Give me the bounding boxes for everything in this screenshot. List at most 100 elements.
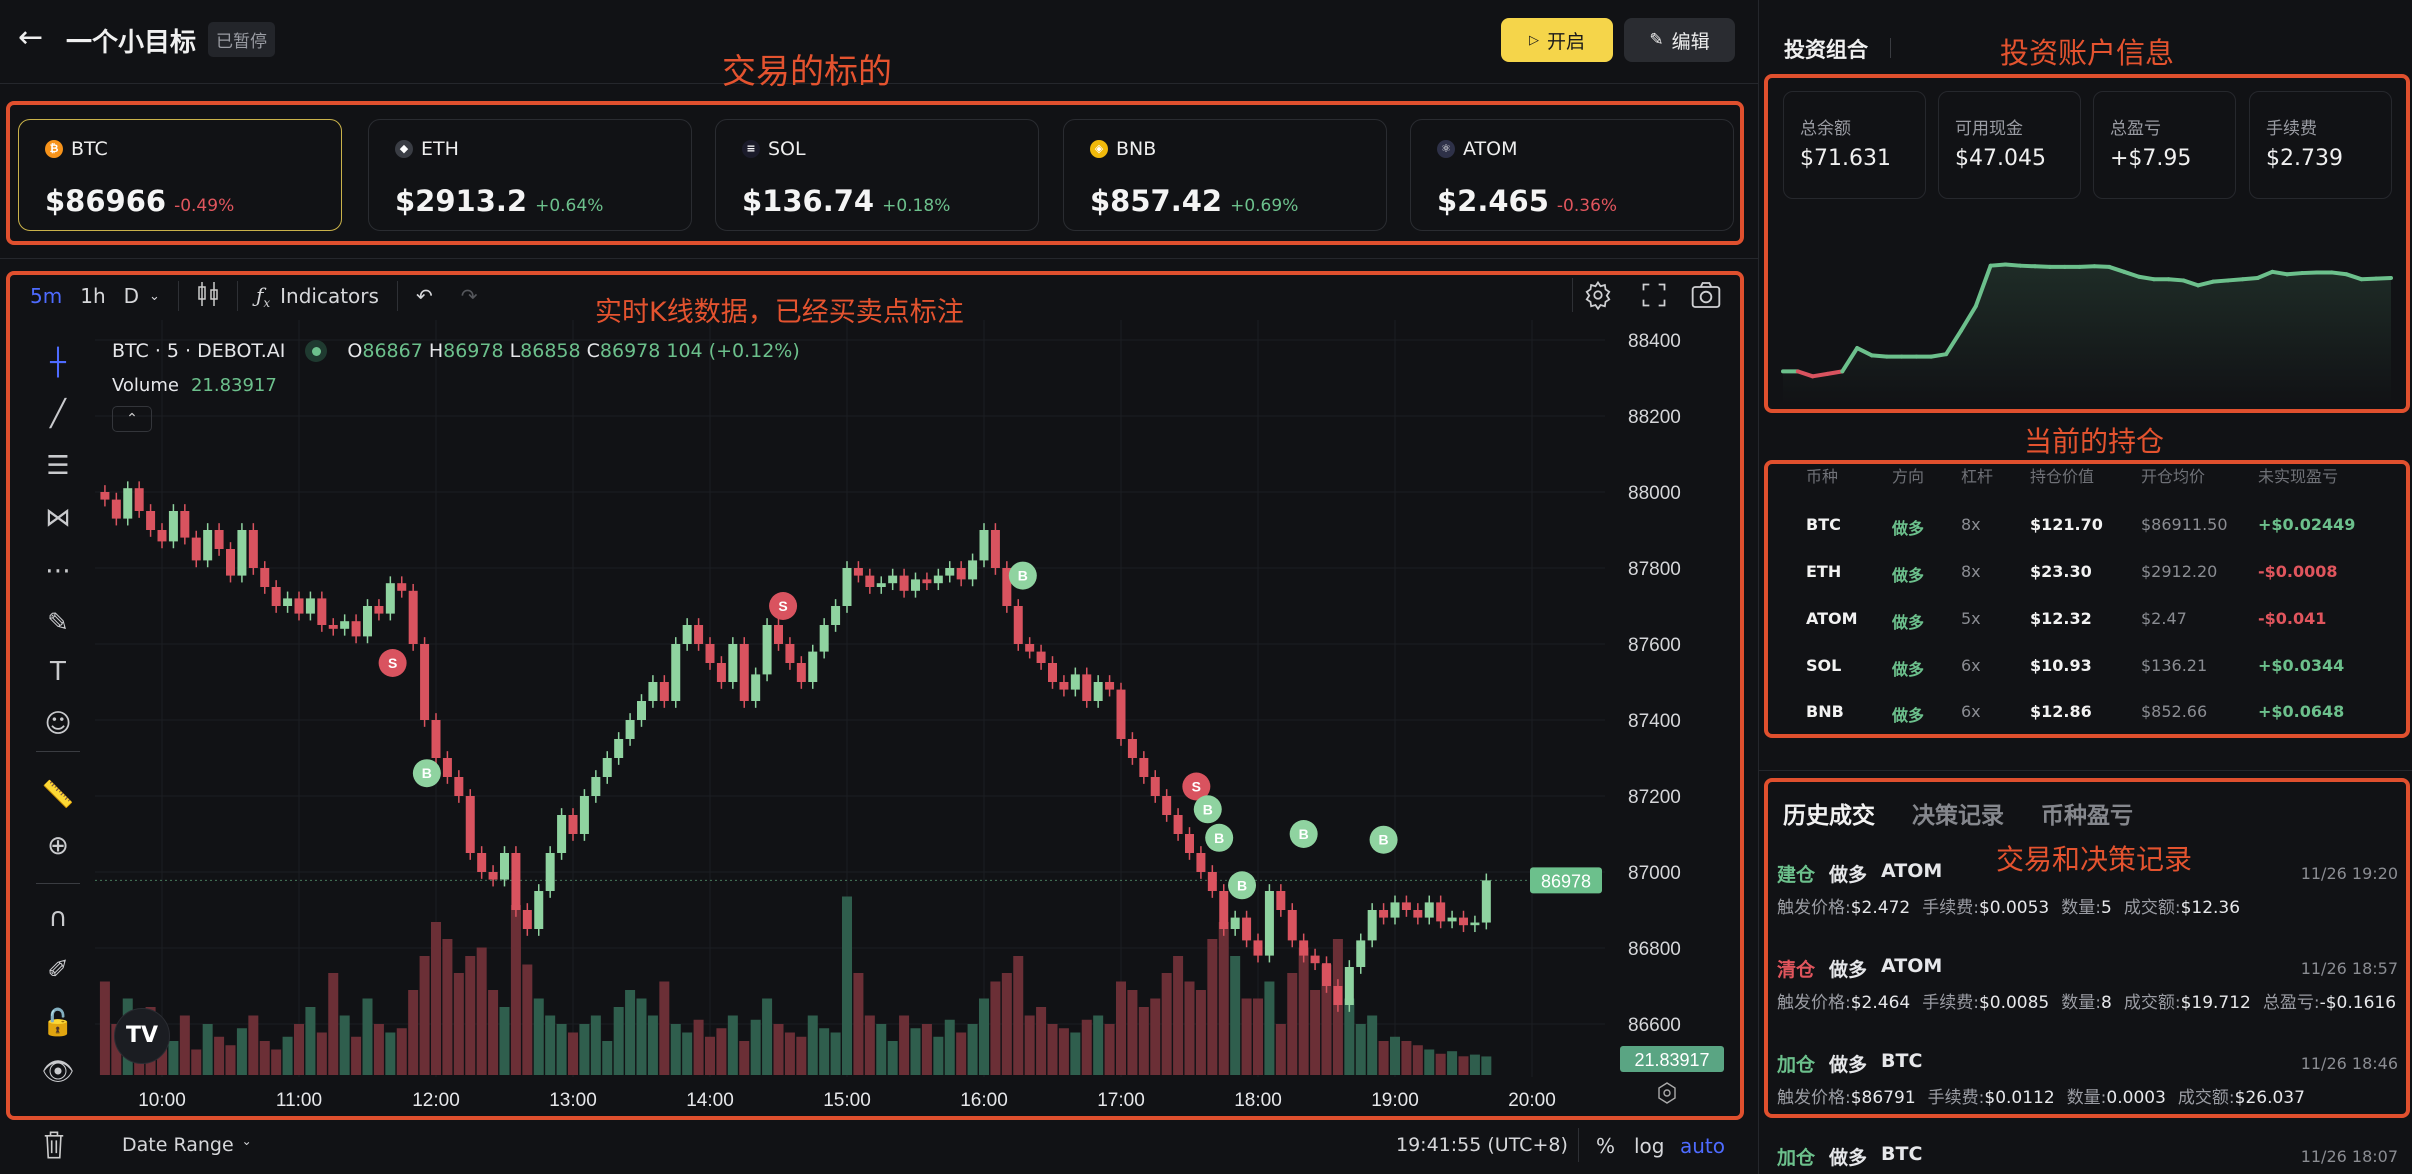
record-coin: BTC (1881, 1050, 1923, 1072)
record-action: 建仓 (1777, 864, 1816, 886)
lock-drawing-icon[interactable]: ✐ (47, 955, 69, 985)
svg-text:B: B (1214, 830, 1224, 846)
candlestick-type-icon[interactable] (197, 280, 219, 313)
cell-coin: BTC (1806, 515, 1841, 534)
eye-icon[interactable]: 👁 (41, 1057, 75, 1087)
horizontal-lines-icon[interactable]: ☰ (46, 451, 70, 481)
text-icon[interactable]: T (50, 657, 66, 687)
equity-segment (2107, 264, 2127, 274)
record-action: 加仓 (1777, 1147, 1816, 1169)
indicators-button[interactable]: ƒx Indicators (256, 283, 379, 310)
divider (1578, 1128, 1579, 1162)
pattern-icon[interactable]: ⋈ (45, 503, 71, 533)
candle-body (1036, 651, 1046, 663)
detail-item: 手续费:$0.0085 (1922, 993, 2050, 1013)
candle-body (659, 682, 669, 701)
cell-leverage: 5x (1961, 609, 1981, 628)
log-scale-toggle[interactable]: log (1634, 1134, 1665, 1158)
clock-timezone[interactable]: 19:41:55 (UTC+8) (1396, 1134, 1568, 1156)
zoom-in-icon[interactable]: ⊕ (47, 831, 69, 861)
percent-scale-toggle[interactable]: % (1596, 1134, 1616, 1158)
ticker-card-btc[interactable]: ₿ BTC $86966 -0.49% (18, 119, 342, 231)
edit-button[interactable]: ✎ 编辑 (1624, 18, 1735, 62)
redo-icon[interactable]: ↷ (460, 284, 478, 308)
record-action: 清仓 (1777, 959, 1816, 981)
time-tick-label: 18:00 (1234, 1090, 1282, 1111)
candle-body (500, 853, 509, 880)
play-icon: ▷ (1528, 32, 1539, 48)
start-button[interactable]: ▷ 开启 (1501, 18, 1613, 62)
record-time: 11/26 18:57 (2300, 959, 2398, 978)
candle-body (1002, 568, 1012, 606)
tab-1[interactable]: 决策记录 (1912, 803, 2004, 829)
price-change: -0.49% (174, 196, 235, 216)
chevron-down-icon[interactable]: ⌄ (149, 288, 160, 304)
tradingview-logo-icon[interactable]: TV (114, 1008, 170, 1064)
candle-body (100, 492, 110, 500)
candle-body (465, 796, 475, 853)
tab-2[interactable]: 币种盈亏 (2041, 803, 2133, 829)
volume-bar (99, 981, 110, 1075)
equity-segment (2285, 271, 2305, 277)
stat-card: 总余额 $71.631 (1783, 91, 1926, 199)
back-arrow-icon[interactable]: ← (18, 20, 44, 55)
tab-0[interactable]: 历史成交 (1783, 803, 1875, 829)
auto-scale-toggle[interactable]: auto (1680, 1134, 1726, 1158)
record-side: 做多 (1829, 1054, 1868, 1076)
fullscreen-icon[interactable] (1640, 281, 1668, 313)
time-axis-settings-icon[interactable] (1655, 1081, 1679, 1109)
ticker-card-sol[interactable]: ≡ SOL $136.74 +0.18% (715, 119, 1039, 231)
volume-bar (887, 1041, 898, 1075)
emoji-icon[interactable]: ☺ (44, 709, 72, 739)
equity-segment (2018, 263, 2038, 269)
equity-segment (1944, 328, 1963, 357)
equity-segment (2344, 272, 2364, 282)
date-range-dropdown[interactable]: Date Range ⌄ (122, 1134, 252, 1156)
interval-1h[interactable]: 1h (80, 284, 106, 308)
candle-body (796, 663, 806, 682)
candle-body (157, 530, 167, 542)
cell-pnl: +$0.0648 (2258, 702, 2345, 721)
volume-legend: Volume 21.83917 (112, 375, 277, 396)
collapse-legend-chevron-up-icon[interactable]: ⌃ (112, 406, 152, 432)
interval-d[interactable]: D (123, 284, 140, 308)
volume-bar (830, 1032, 841, 1075)
annotation-label-account: 投资账户信息 (2000, 36, 2175, 70)
fib-icon[interactable]: ⋯ (45, 556, 71, 586)
interval-5m[interactable]: 5m (30, 284, 63, 308)
cell-side: 做多 (1892, 566, 1925, 585)
candle-body (979, 530, 989, 561)
crosshair-icon[interactable]: ┼ (50, 348, 66, 378)
trash-icon[interactable] (42, 1130, 66, 1164)
camera-icon[interactable] (1690, 280, 1722, 314)
ticker-card-bnb[interactable]: ◈ BNB $857.42 +0.69% (1063, 119, 1387, 231)
volume-bar (1447, 1051, 1458, 1075)
equity-segment (1795, 369, 1815, 379)
candlestick-chart[interactable]: 88400 88200 88000 87800 87600 87400 87200 87000… (0, 0, 1758, 1174)
ticker-card-eth[interactable]: ◆ ETH $2913.2 +0.64% (368, 119, 692, 231)
divider (0, 258, 1758, 259)
lock-icon[interactable]: 🔓 (41, 1008, 75, 1038)
ticker-price: $86966 -0.49% (45, 184, 234, 218)
ruler-icon[interactable]: 📏 (41, 780, 75, 810)
ticker-card-atom[interactable]: ⚛ ATOM $2.465 -0.36% (1410, 119, 1734, 231)
symbol-label: BNB (1116, 138, 1157, 160)
settings-gear-icon[interactable] (1583, 280, 1613, 314)
svg-text:B: B (1018, 568, 1028, 584)
undo-icon[interactable]: ↶ (415, 284, 433, 308)
volume-bar (316, 1032, 327, 1075)
legend-open: O86867 (347, 340, 423, 362)
volume-bar (876, 1024, 887, 1075)
equity-segment (1958, 304, 1978, 333)
volume-bar (979, 998, 989, 1075)
magnet-icon[interactable]: ∩ (48, 903, 68, 933)
equity-segment (2136, 274, 2156, 282)
trend-line-icon[interactable]: ╱ (50, 399, 66, 429)
stat-label: 手续费 (2266, 119, 2317, 139)
volume-bar (739, 1041, 750, 1075)
equity-segment (2077, 264, 2097, 269)
candle-body (933, 575, 943, 584)
symbol-label: ETH (421, 138, 459, 160)
brush-icon[interactable]: ✎ (47, 608, 69, 638)
detail-item: 成交额:$19.712 (2123, 993, 2251, 1013)
